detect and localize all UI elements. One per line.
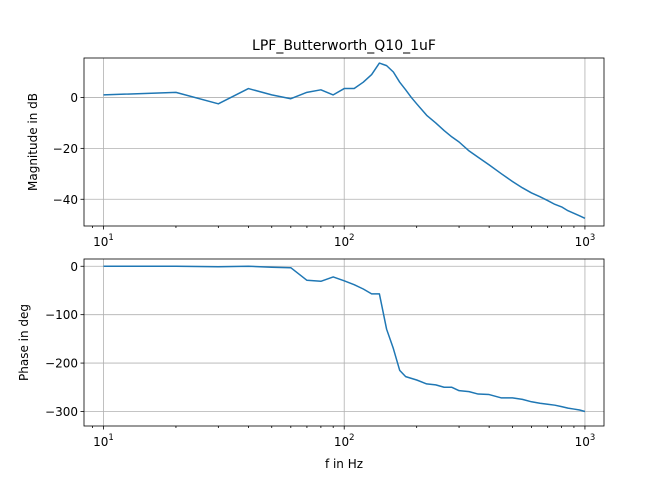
series-line: [103, 265, 586, 413]
y-tick-label: 0: [70, 260, 78, 274]
chart-title: LPF_Butterworth_Q10_1uF: [252, 38, 436, 54]
x-tick-label: 101: [93, 433, 114, 449]
y-axis-label: Phase in deg: [17, 304, 31, 381]
y-axis-label: Magnitude in dB: [26, 93, 40, 191]
x-tick-label: 101: [93, 233, 114, 249]
x-tick-label: 103: [575, 233, 596, 249]
y-tick-label: −20: [53, 142, 78, 156]
y-tick-label: −100: [45, 308, 78, 322]
x-tick-label: 103: [575, 433, 596, 449]
y-tick-label: −40: [53, 193, 78, 207]
y-tick-label: −200: [45, 357, 78, 371]
x-tick-label: 102: [334, 233, 355, 249]
y-tick-label: −300: [45, 405, 78, 419]
y-tick-label: 0: [70, 91, 78, 105]
series-line: [103, 62, 586, 220]
x-axis-label: f in Hz: [325, 457, 363, 471]
x-tick-label: 102: [334, 433, 355, 449]
subplot-phase: 101 102 103 0 −100 −200 −300 Phase in deg f in H…: [17, 258, 605, 471]
subplot-magnitude: 101 102 103 0 −20 −40 LPF_Butterworth_Q10_1uF M…: [26, 38, 605, 249]
